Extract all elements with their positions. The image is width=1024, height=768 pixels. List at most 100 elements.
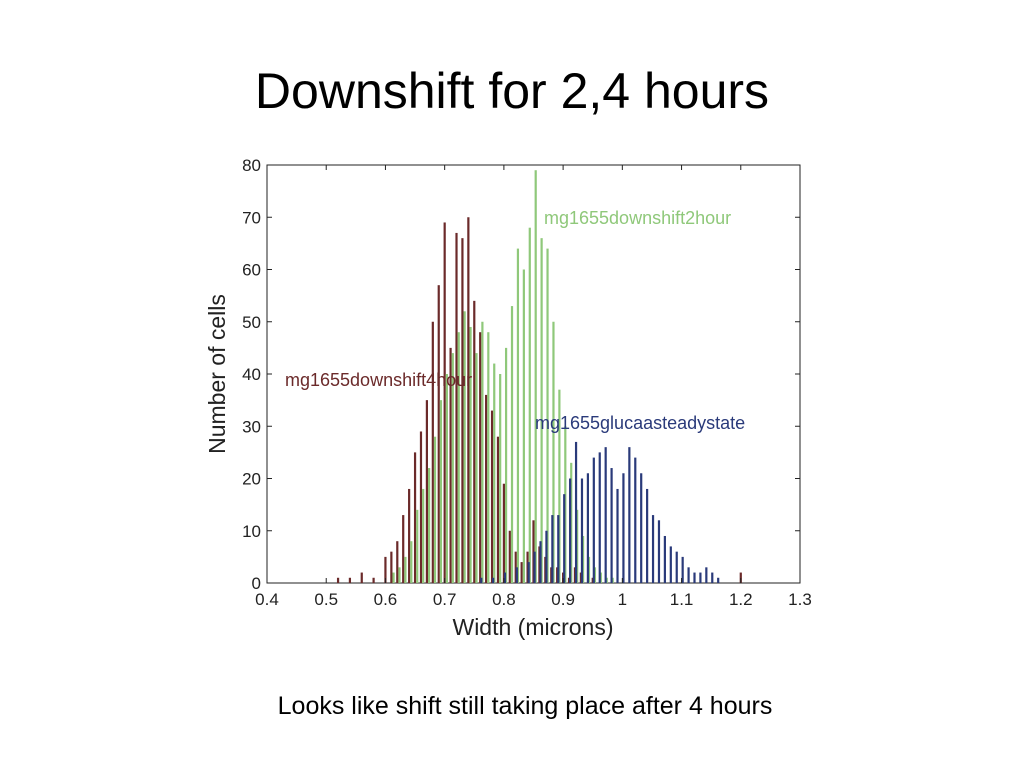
y-tick-label-5: 50: [242, 313, 261, 332]
bar-series-2-11: [569, 478, 572, 583]
bar-series-1-15: [481, 321, 484, 583]
slide-caption: Looks like shift still taking place afte…: [277, 692, 773, 720]
bar-series-0-17: [461, 238, 464, 583]
bar-series-0-25: [508, 530, 511, 583]
bar-series-1-12: [463, 311, 466, 583]
bar-series-2-1: [492, 577, 495, 583]
bar-series-2-17: [604, 447, 607, 583]
bar-series-0-0: [336, 577, 340, 583]
bar-series-2-25: [651, 515, 655, 583]
x-tick-label-5: 0.9: [551, 590, 575, 609]
y-tick-label-8: 80: [242, 156, 261, 175]
bar-series-2-2: [503, 572, 507, 583]
series-label-downshift2hour: mg1655downshift2hour: [544, 208, 731, 228]
bar-series-1-13: [469, 326, 472, 583]
bar-series-2-9: [557, 515, 560, 583]
bar-series-1-19: [504, 347, 508, 584]
bar-series-2-14: [586, 473, 589, 583]
bar-series-2-35: [711, 572, 714, 583]
bar-series-0-11: [425, 400, 428, 584]
bar-series-1-17: [493, 363, 496, 583]
bar-series-1-2: [404, 556, 407, 584]
x-axis-label: Width (microns): [452, 614, 613, 640]
slide-title: Downshift for 2,4 hours: [254, 63, 770, 119]
bar-series-2-30: [681, 556, 684, 584]
x-tick-label-2: 0.6: [374, 590, 398, 609]
bar-series-0-21: [485, 394, 488, 583]
bar-series-0-39: [739, 572, 742, 583]
bars-layer: [336, 170, 742, 584]
bar-series-1-8: [439, 400, 443, 584]
y-tick-label-3: 30: [242, 417, 261, 436]
x-tick-label-6: 1: [618, 590, 627, 609]
bar-series-2-24: [646, 488, 649, 583]
y-tick-label-4: 40: [242, 365, 261, 384]
series-label-downshift4hour: mg1655downshift4hour: [285, 370, 472, 390]
bar-series-1-26: [546, 248, 549, 583]
bar-series-0-26: [514, 551, 517, 583]
bar-series-2-4: [527, 562, 530, 583]
bar-series-0-3: [372, 577, 375, 583]
bar-series-1-24: [534, 170, 537, 583]
bar-series-1-20: [510, 306, 514, 583]
bar-series-0-5: [390, 551, 393, 583]
bar-series-0-10: [419, 431, 423, 583]
bar-series-2-7: [545, 530, 548, 583]
bar-series-0-13: [437, 285, 440, 583]
bar-series-0-31: [544, 556, 547, 584]
bar-series-0-18: [467, 217, 470, 583]
bar-series-0-19: [473, 300, 476, 583]
bar-series-1-23: [528, 227, 531, 583]
bar-series-0-1: [348, 577, 352, 583]
bar-series-2-21: [628, 447, 631, 583]
y-tick-label-7: 70: [242, 208, 261, 227]
bar-series-2-12: [574, 441, 578, 583]
plot-frame: [266, 164, 801, 584]
bar-series-0-12: [431, 321, 434, 583]
bar-series-2-32: [693, 572, 696, 583]
bar-series-1-22: [522, 269, 525, 583]
bar-series-0-36: [573, 567, 577, 583]
bar-series-2-22: [634, 457, 637, 583]
bar-series-0-14: [443, 222, 446, 583]
bar-series-2-36: [717, 577, 720, 583]
bar-series-2-6: [539, 541, 542, 583]
x-tick-label-4: 0.8: [492, 590, 516, 609]
bar-series-1-29: [564, 426, 567, 583]
x-tick-label-1: 0.5: [314, 590, 338, 609]
bar-series-2-5: [533, 551, 536, 583]
bar-series-1-25: [540, 238, 543, 583]
bar-series-2-3: [515, 567, 518, 583]
y-tick-label-2: 20: [242, 470, 261, 489]
y-tick-label-6: 60: [242, 261, 261, 280]
x-tick-label-9: 1.3: [788, 590, 812, 609]
bar-series-2-16: [598, 452, 601, 584]
bar-series-2-29: [675, 551, 678, 583]
bar-series-1-5: [422, 488, 425, 583]
bar-series-0-22: [490, 410, 494, 583]
bar-series-1-3: [410, 541, 413, 583]
bar-series-0-4: [384, 556, 387, 584]
bar-series-2-19: [616, 488, 619, 583]
bar-series-2-13: [580, 478, 584, 583]
ticks-layer: 0.4 0.5 0.6 0.7 0.8 0.9 1 1.1 1.2 1.3 0 10 20 30 40 50 6…: [242, 156, 812, 609]
bar-series-1-6: [428, 468, 431, 583]
bar-series-2-8: [551, 515, 554, 583]
bar-series-2-18: [610, 468, 613, 583]
bar-series-2-0: [480, 577, 483, 583]
series-label-glucaasteadystate: mg1655glucaasteadystate: [535, 413, 745, 433]
bar-series-1-18: [499, 374, 502, 583]
bar-series-1-37: [611, 577, 614, 583]
bar-series-0-9: [413, 452, 417, 584]
bar-series-2-15: [592, 457, 595, 583]
bar-series-1-21: [516, 248, 520, 583]
bar-series-1-27: [552, 321, 555, 583]
bar-series-2-34: [705, 567, 708, 583]
bar-series-0-6: [396, 541, 399, 583]
bar-series-2-23: [640, 473, 643, 583]
bar-series-1-11: [457, 332, 460, 583]
bar-series-2-31: [687, 567, 690, 583]
bar-series-2-20: [622, 473, 625, 583]
